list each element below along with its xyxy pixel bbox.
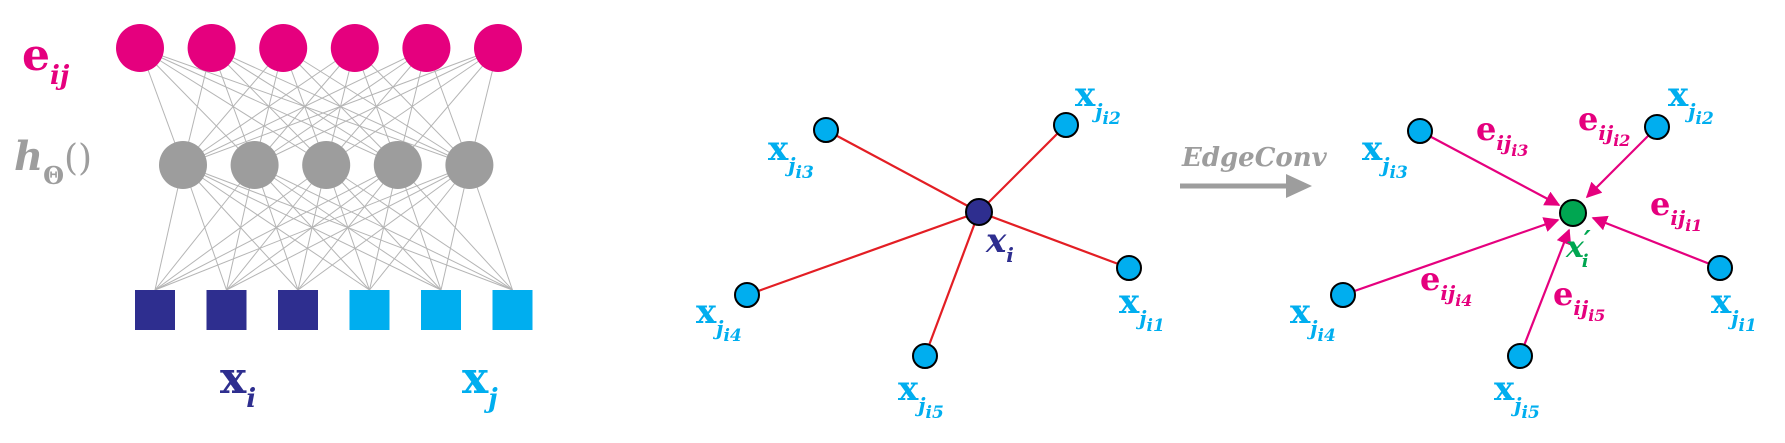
right-edge-i1 bbox=[1591, 215, 1721, 270]
mlp-connection-output-hidden bbox=[182, 47, 356, 166]
edgeconv-label: EdgeConv bbox=[1181, 143, 1328, 173]
mlp-connection-output-hidden bbox=[397, 47, 499, 166]
right-edge-i4 bbox=[1342, 217, 1560, 297]
right-neighbor-label-i5: xji5 bbox=[1494, 369, 1540, 423]
right-edge-label-i4: eiji4 bbox=[1420, 260, 1472, 310]
mlp-connection-output-hidden bbox=[182, 47, 499, 166]
mlp-output-node bbox=[187, 24, 236, 72]
mlp-output-node bbox=[330, 24, 379, 72]
right-center-node bbox=[1559, 199, 1587, 227]
mlp-connection-output-hidden bbox=[182, 47, 284, 166]
mlp-connection-output-hidden bbox=[182, 47, 427, 166]
mlp-connection-output-hidden bbox=[254, 47, 499, 166]
right-neighbor-label-i3: xji3 bbox=[1362, 129, 1408, 183]
hidden-label: hΘ() bbox=[14, 133, 92, 190]
right-edge-i3 bbox=[1419, 130, 1561, 206]
left-neighbor-label-i3: xji3 bbox=[768, 129, 814, 183]
right-neighbor-node-i1 bbox=[1707, 255, 1733, 281]
input-left-label: xi bbox=[220, 353, 256, 414]
left-graph: xi xji1 xji2 xji3 xji4 xji5 bbox=[696, 75, 1165, 423]
mlp-input-node-xi bbox=[206, 290, 247, 330]
mlp-input-node-xj bbox=[421, 290, 461, 330]
left-neighbor-node-i1 bbox=[1116, 255, 1142, 281]
output-label: eij bbox=[22, 30, 70, 91]
mlp-connection-hidden-input bbox=[154, 164, 470, 291]
right-edge-label-i2: eiji2 bbox=[1578, 100, 1630, 150]
left-neighbor-node-i4 bbox=[734, 282, 760, 308]
edgeconv-arrow-head bbox=[1286, 174, 1312, 198]
mlp-connection-hidden-input bbox=[154, 164, 327, 291]
right-neighbor-node-i4 bbox=[1330, 282, 1356, 308]
left-neighbor-label-i4: xji4 bbox=[696, 292, 742, 346]
left-neighbor-node-i2 bbox=[1053, 112, 1079, 138]
left-neighbor-node-i5 bbox=[912, 343, 938, 369]
mlp-connection-hidden-input bbox=[154, 164, 399, 291]
left-neighbor-label-i2: xji2 bbox=[1075, 75, 1121, 129]
right-edge-label-i5: eiji5 bbox=[1553, 275, 1605, 325]
mlp-hidden-node bbox=[159, 141, 207, 189]
mlp-connection-hidden-input bbox=[154, 164, 255, 291]
mlp-output-node bbox=[402, 24, 451, 72]
right-neighbor-label-i4: xji4 bbox=[1290, 292, 1336, 346]
left-neighbor-node-i3 bbox=[813, 117, 839, 143]
right-neighbor-node-i2 bbox=[1644, 114, 1670, 140]
input-right-label: xj bbox=[462, 353, 498, 414]
right-edge-label-i1: eiji1 bbox=[1650, 185, 1702, 235]
mlp-output-node bbox=[474, 24, 522, 72]
mlp-connection-output-hidden bbox=[325, 47, 499, 166]
mlp-input-node-xi bbox=[135, 290, 175, 330]
right-neighbor-node-i3 bbox=[1407, 118, 1433, 144]
right-neighbor-label-i1: xji1 bbox=[1711, 282, 1757, 336]
right-graph: x′ i xji1 xji2 xji3 xji4 xji5 eiji1 eiji2… bbox=[1290, 75, 1757, 423]
mlp-input-node-xj bbox=[492, 290, 533, 330]
mlp-hidden-node bbox=[302, 141, 351, 189]
edgeconv-operation: EdgeConv bbox=[1180, 143, 1328, 198]
mlp-nodes bbox=[116, 24, 533, 330]
mlp-connection-hidden-input bbox=[297, 164, 470, 291]
left-neighbor-label-i5: xji5 bbox=[898, 369, 944, 423]
right-neighbor-node-i5 bbox=[1507, 343, 1533, 369]
left-edge-i4 bbox=[746, 210, 980, 297]
right-edge-i5 bbox=[1518, 228, 1572, 357]
mlp-input-node-xj bbox=[349, 290, 390, 330]
right-center-label: x′ i bbox=[1565, 226, 1591, 272]
left-edge-i5 bbox=[923, 211, 981, 357]
mlp-hidden-node bbox=[445, 141, 494, 189]
right-edge-i2 bbox=[1585, 126, 1658, 199]
left-center-node bbox=[965, 198, 993, 226]
left-graph-nodes bbox=[734, 112, 1142, 369]
right-graph-edges bbox=[1342, 126, 1721, 357]
right-neighbor-label-i2: xji2 bbox=[1668, 75, 1714, 129]
mlp-output-node bbox=[116, 24, 164, 72]
right-edge-label-i3: eiji3 bbox=[1476, 110, 1528, 160]
left-edge-i1 bbox=[978, 210, 1130, 270]
mlp-connection-hidden-input bbox=[369, 164, 470, 291]
left-edge-i2 bbox=[978, 124, 1067, 213]
left-graph-edges bbox=[746, 124, 1130, 357]
mlp-connection-hidden-input bbox=[226, 164, 470, 291]
mlp-output-node bbox=[259, 24, 308, 72]
mlp-hidden-node bbox=[373, 141, 422, 189]
left-neighbor-label-i1: xji1 bbox=[1119, 282, 1165, 336]
mlp-hidden-node bbox=[230, 141, 279, 189]
right-graph-nodes bbox=[1330, 114, 1733, 369]
left-center-label: xi bbox=[985, 221, 1014, 267]
left-edge-i3 bbox=[825, 129, 980, 213]
mlp-input-node-xi bbox=[278, 290, 318, 330]
